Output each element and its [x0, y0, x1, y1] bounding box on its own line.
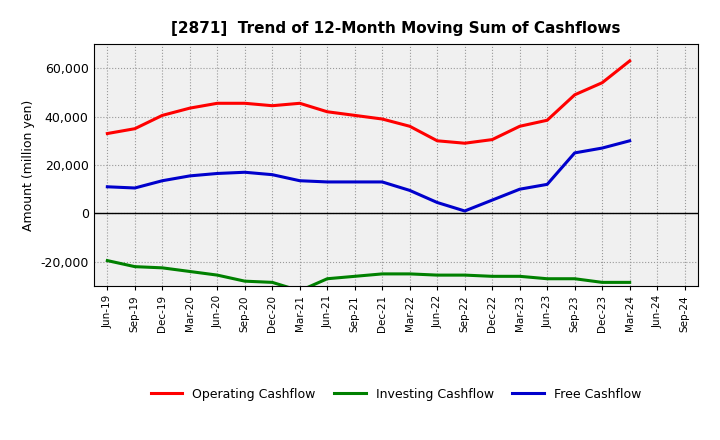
- Line: Investing Cashflow: Investing Cashflow: [107, 260, 630, 291]
- Free Cashflow: [240, 169, 249, 175]
- Free Cashflow: [158, 178, 166, 183]
- Investing Cashflow: [158, 265, 166, 271]
- Operating Cashflow: [488, 137, 497, 142]
- Operating Cashflow: [268, 103, 276, 108]
- Free Cashflow: [295, 178, 304, 183]
- Investing Cashflow: [405, 271, 414, 276]
- Free Cashflow: [186, 173, 194, 179]
- Operating Cashflow: [598, 80, 606, 85]
- Y-axis label: Amount (million yen): Amount (million yen): [22, 99, 35, 231]
- Operating Cashflow: [213, 101, 222, 106]
- Investing Cashflow: [598, 280, 606, 285]
- Free Cashflow: [378, 179, 387, 184]
- Operating Cashflow: [378, 116, 387, 121]
- Investing Cashflow: [103, 258, 112, 263]
- Operating Cashflow: [433, 138, 441, 143]
- Free Cashflow: [323, 179, 332, 184]
- Operating Cashflow: [626, 58, 634, 63]
- Free Cashflow: [598, 145, 606, 150]
- Operating Cashflow: [351, 113, 359, 118]
- Investing Cashflow: [351, 274, 359, 279]
- Free Cashflow: [213, 171, 222, 176]
- Operating Cashflow: [570, 92, 579, 97]
- Operating Cashflow: [240, 101, 249, 106]
- Operating Cashflow: [130, 126, 139, 131]
- Operating Cashflow: [460, 141, 469, 146]
- Investing Cashflow: [516, 274, 524, 279]
- Operating Cashflow: [405, 124, 414, 129]
- Investing Cashflow: [626, 280, 634, 285]
- Investing Cashflow: [213, 272, 222, 278]
- Free Cashflow: [488, 198, 497, 203]
- Free Cashflow: [268, 172, 276, 177]
- Free Cashflow: [516, 187, 524, 192]
- Investing Cashflow: [543, 276, 552, 282]
- Free Cashflow: [433, 200, 441, 205]
- Line: Free Cashflow: Free Cashflow: [107, 141, 630, 211]
- Operating Cashflow: [295, 101, 304, 106]
- Free Cashflow: [570, 150, 579, 156]
- Investing Cashflow: [433, 272, 441, 278]
- Operating Cashflow: [103, 131, 112, 136]
- Investing Cashflow: [460, 272, 469, 278]
- Investing Cashflow: [323, 276, 332, 282]
- Legend: Operating Cashflow, Investing Cashflow, Free Cashflow: Operating Cashflow, Investing Cashflow, …: [146, 383, 646, 406]
- Free Cashflow: [626, 138, 634, 143]
- Investing Cashflow: [186, 269, 194, 274]
- Operating Cashflow: [516, 124, 524, 129]
- Free Cashflow: [351, 179, 359, 184]
- Line: Operating Cashflow: Operating Cashflow: [107, 61, 630, 143]
- Investing Cashflow: [488, 274, 497, 279]
- Investing Cashflow: [240, 279, 249, 284]
- Operating Cashflow: [158, 113, 166, 118]
- Investing Cashflow: [295, 288, 304, 293]
- Free Cashflow: [103, 184, 112, 189]
- Investing Cashflow: [130, 264, 139, 269]
- Free Cashflow: [130, 185, 139, 191]
- Investing Cashflow: [268, 280, 276, 285]
- Operating Cashflow: [323, 109, 332, 114]
- Free Cashflow: [543, 182, 552, 187]
- Operating Cashflow: [543, 117, 552, 123]
- Investing Cashflow: [378, 271, 387, 276]
- Free Cashflow: [460, 209, 469, 214]
- Investing Cashflow: [570, 276, 579, 282]
- Title: [2871]  Trend of 12-Month Moving Sum of Cashflows: [2871] Trend of 12-Month Moving Sum of C…: [171, 21, 621, 36]
- Operating Cashflow: [186, 106, 194, 111]
- Free Cashflow: [405, 188, 414, 193]
